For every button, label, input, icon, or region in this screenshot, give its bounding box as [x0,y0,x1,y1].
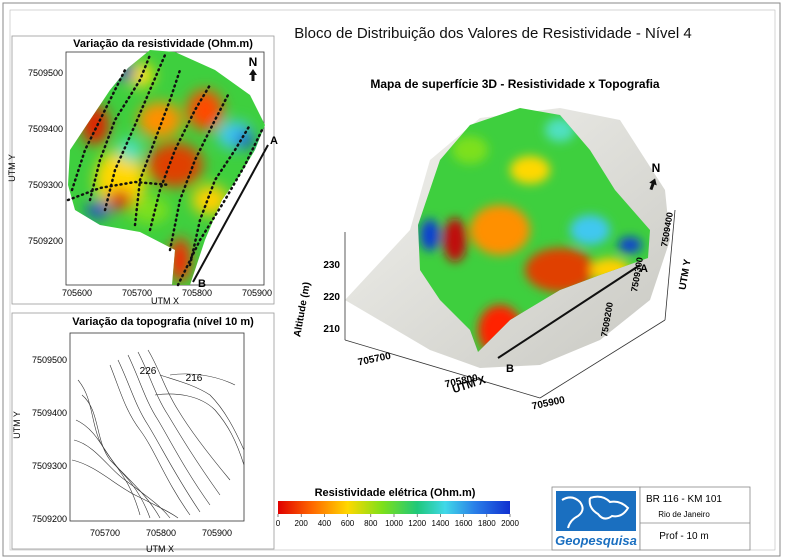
main-title: Bloco de Distribuição dos Valores de Res… [294,25,691,42]
frame-inner [9,9,776,551]
colorbar-tick-label: 600 [341,519,355,528]
y-tick-label: 7509400 [28,124,63,134]
colorbar-tick-label: 1400 [432,519,450,528]
project: BR 116 - KM 101 [646,494,722,505]
frame [2,2,781,557]
colorbar-tick-label: 1000 [385,519,403,528]
z-tick-label: 230 [323,260,340,271]
y-axis-label: UTM Y [7,154,17,182]
y-tick-label: 7509400 [32,408,67,418]
colorbar-tick-label: 800 [364,519,378,528]
y-tick-label: 7509500 [32,355,67,365]
label-b: B [198,278,206,290]
profile-line [497,264,641,359]
axes-3d [344,209,676,399]
colorbar [278,501,510,514]
x-tick-label: 705700 [90,528,120,538]
x-tick-label: 705700 [357,351,392,369]
contours [71,349,245,519]
north-arrow [249,69,257,81]
y-tick-label: 7509200 [28,236,63,246]
colorbar-tick-label: 1200 [408,519,426,528]
label-a: A [270,135,278,147]
colorbar-tick-label: 400 [318,519,332,528]
north-label: N [652,161,661,175]
logo-text: Geopesquisa [555,533,637,548]
colorbar-tick-label: 1600 [455,519,473,528]
panel [11,312,275,550]
survey-lines [66,53,264,287]
y-tick-label: 7509500 [28,68,63,78]
z-axis-label: Altitude (m) [292,281,312,338]
contour-label: 226 [140,366,157,377]
y-axis-label: UTM Y [12,411,22,439]
colorbar-tick-label: 1800 [478,519,496,528]
profile-line [192,144,269,283]
panel-title: Variação da topografia (nível 10 m) [72,316,254,328]
x-tick-label: 705600 [62,288,92,298]
location: Rio de Janeiro [658,510,710,519]
info-box [639,486,751,551]
y-tick-label: 7509200 [32,514,67,524]
y-axis-label: UTM Y [677,258,693,291]
label-a: A [640,263,648,275]
x-tick-label: 705900 [242,288,272,298]
contour-label: 216 [186,373,203,384]
y-tick-label: 7509300 [32,461,67,471]
logo-continents [561,495,630,529]
x-tick-label: 705700 [122,288,152,298]
panel-title: Variação da resistividade (Ohm.m) [73,38,253,50]
x-tick-label: 705800 [182,288,212,298]
colorbar-tick-label: 0 [276,519,281,528]
colorbar-title: Resistividade elétrica (Ohm.m) [315,487,476,499]
label-b: B [506,363,514,375]
y-tick-label: 7509300 [28,180,63,190]
x-axis-label: UTM X [146,544,174,554]
depth: Prof - 10 m [659,531,708,542]
colorbar-tick-label: 2000 [501,519,519,528]
z-tick-label: 210 [323,324,340,335]
x-axis-label: UTM X [151,296,179,306]
x-tick-label: 705900 [202,528,232,538]
panel-title: Mapa de superfície 3D - Resistividade x … [370,77,660,91]
north-label: N [249,55,258,69]
x-tick-label: 705800 [146,528,176,538]
map-frame [69,332,245,522]
z-tick-label: 220 [323,292,340,303]
north-arrow [649,178,657,191]
colorbar-tick-label: 200 [295,519,309,528]
